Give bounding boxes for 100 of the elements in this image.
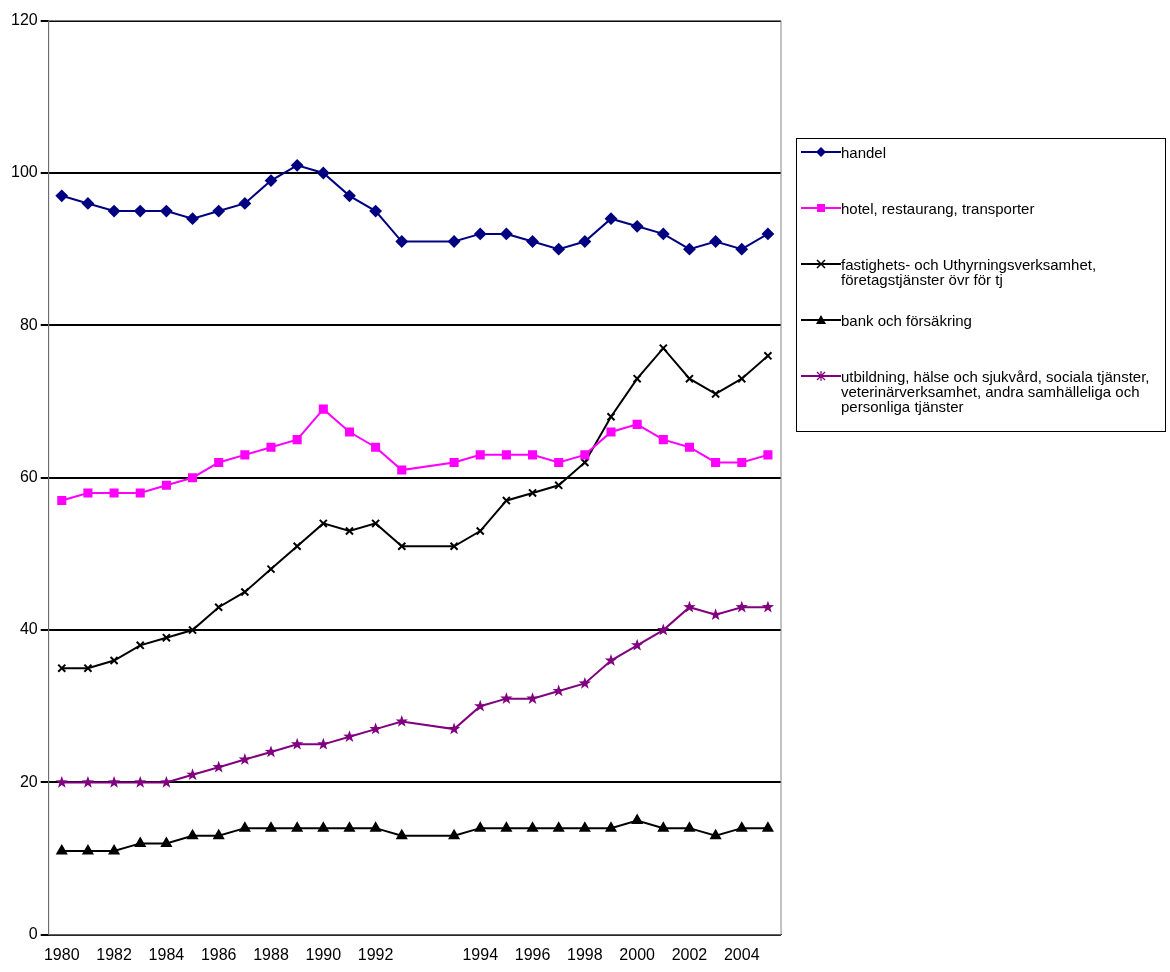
point	[763, 450, 773, 460]
point	[186, 768, 199, 781]
point	[214, 457, 224, 467]
point	[55, 189, 68, 202]
point	[81, 775, 95, 788]
point	[265, 174, 277, 187]
point	[632, 374, 642, 384]
point	[657, 822, 669, 832]
point	[371, 518, 381, 528]
x-tick-label: 1984	[148, 945, 185, 963]
point	[212, 760, 225, 773]
point	[318, 404, 328, 414]
point	[397, 541, 407, 551]
point	[501, 496, 511, 506]
point	[683, 600, 696, 613]
point	[554, 480, 564, 490]
point	[186, 212, 199, 225]
point	[188, 625, 198, 635]
point	[108, 205, 121, 218]
point	[500, 227, 513, 240]
point	[579, 822, 591, 832]
point	[474, 822, 486, 832]
legend-label: hotel, restaurang, transporter	[841, 200, 1035, 217]
point	[605, 212, 617, 225]
point	[710, 829, 721, 840]
point	[395, 235, 408, 248]
point	[290, 737, 304, 750]
point	[238, 197, 251, 210]
point	[501, 822, 512, 832]
point	[396, 829, 408, 840]
point	[82, 845, 94, 855]
point	[658, 343, 668, 353]
point	[317, 166, 330, 179]
x-tick-label: 2002	[671, 945, 708, 963]
point	[761, 600, 775, 613]
y-tick-label: 100	[10, 163, 38, 181]
point	[658, 435, 668, 445]
point	[266, 564, 276, 574]
point	[371, 442, 381, 452]
point	[369, 205, 382, 218]
point	[187, 829, 198, 840]
y-tick-label: 80	[19, 315, 38, 333]
x-tick-label: 1992	[357, 945, 394, 963]
point	[737, 374, 747, 384]
point	[474, 227, 487, 240]
point	[500, 692, 513, 704]
point	[578, 235, 591, 248]
point	[632, 419, 642, 429]
point	[630, 638, 644, 651]
point	[683, 243, 696, 256]
point	[501, 450, 511, 460]
x-tick-label: 1990	[305, 945, 342, 963]
point	[604, 654, 618, 666]
point	[134, 775, 147, 788]
point	[161, 837, 172, 847]
point	[161, 480, 171, 490]
point	[344, 822, 355, 832]
point	[526, 692, 539, 704]
point	[709, 235, 722, 248]
point	[528, 450, 538, 460]
point	[83, 663, 93, 673]
point	[395, 714, 408, 727]
x-tick-label: 1982	[96, 945, 132, 963]
point	[580, 450, 590, 460]
point	[343, 189, 356, 202]
x-tick-label: 2004	[723, 945, 760, 963]
point	[578, 676, 592, 689]
point	[56, 845, 68, 855]
point	[684, 442, 694, 452]
point	[370, 822, 381, 832]
point	[291, 159, 304, 172]
point	[709, 608, 722, 621]
point	[737, 457, 747, 467]
point	[134, 837, 146, 847]
point	[369, 722, 382, 735]
x-tick-label: 1986	[200, 945, 237, 963]
point	[684, 374, 694, 384]
point	[81, 197, 94, 210]
point	[135, 488, 145, 498]
point	[291, 822, 303, 832]
point	[761, 227, 774, 240]
y-tick-label: 40	[19, 620, 38, 638]
legend-label: utbildning, hälse och sjukvård, sociala tjänster, veterinärverksamhet, andra samhälleliga och personliga tjänster	[841, 368, 1151, 415]
x-tick-label: 1980	[43, 945, 80, 963]
point	[265, 822, 277, 832]
point	[552, 243, 565, 256]
point	[55, 775, 68, 788]
point	[631, 814, 643, 825]
point	[161, 633, 171, 643]
point	[238, 753, 252, 765]
point	[527, 822, 538, 832]
point	[83, 488, 93, 498]
point	[160, 205, 173, 218]
x-tick-label: 1998	[567, 945, 603, 963]
point	[711, 389, 721, 399]
point	[266, 442, 276, 452]
y-tick-label: 20	[19, 772, 38, 790]
point	[264, 745, 278, 758]
point	[134, 205, 147, 218]
point	[684, 822, 695, 832]
